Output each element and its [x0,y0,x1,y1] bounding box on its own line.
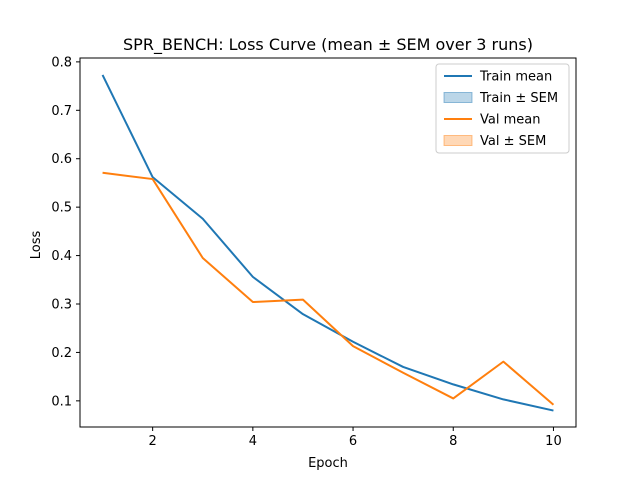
y-tick-label: 0.3 [51,298,72,313]
x-tick-label: 2 [149,434,157,449]
x-tick-label: 6 [349,434,357,449]
series-line-val-mean [102,171,555,406]
legend-swatch-val-sem [443,135,473,146]
y-tick-label: 0.5 [51,201,72,216]
legend-label-train-mean: Train mean [479,70,552,85]
y-axis-label: Loss [29,231,44,260]
legend: Train mean Train ± SEM Val mean Val ± SEM [435,63,570,154]
y-tick-label: 0.6 [51,152,72,167]
x-tick-label: 10 [545,434,562,449]
x-axis-label: Epoch [308,456,348,471]
x-tick-label: 4 [249,434,257,449]
plot-area [79,57,577,428]
plot-frame [79,57,577,428]
legend-label-val-mean: Val mean [480,113,540,128]
chart-title: SPR_BENCH: Loss Curve (mean ± SEM over 3… [123,35,533,55]
series-line-train-mean [101,74,554,412]
legend-box [435,63,570,154]
y-tick-label: 0.2 [51,346,72,361]
y-tick-label: 0.8 [51,55,72,70]
y-tick-label: 0.4 [51,249,72,264]
legend-label-val-sem: Val ± SEM [480,134,546,149]
legend-label-train-sem: Train ± SEM [479,91,558,106]
y-tick-label: 0.1 [51,394,72,409]
legend-swatch-train-sem [443,92,473,103]
y-tick-label: 0.7 [51,104,72,119]
x-axis: 2 4 6 8 10 [149,427,562,449]
x-tick-label: 8 [449,434,457,449]
y-axis: 0.1 0.2 0.3 0.4 0.5 0.6 0.7 0.8 [51,55,80,409]
